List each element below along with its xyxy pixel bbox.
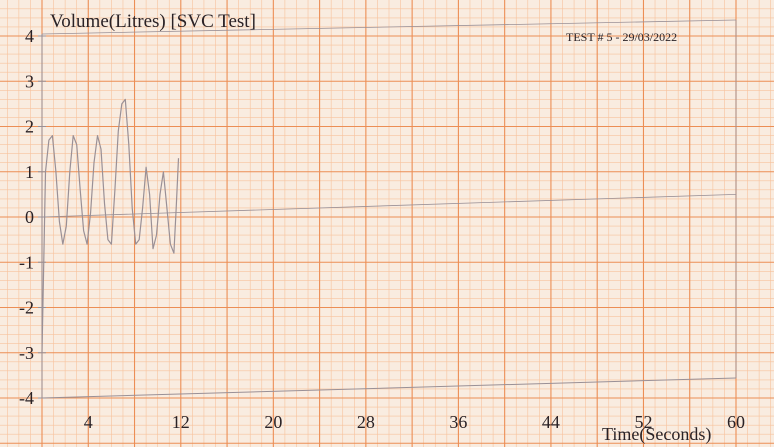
y-tick-label: 4 [25,26,34,46]
baseline-trace [41,193,737,218]
x-tick-label: 20 [264,412,282,432]
volume-trace [41,98,180,353]
y-tick-label: 2 [25,117,34,137]
x-tick-label: 60 [727,412,745,432]
x-axis-line [41,377,737,399]
y-tick-label: -3 [19,343,34,363]
y-tick-label: 3 [25,71,34,91]
x-tick-label: 52 [634,412,652,432]
y-tick-label: 1 [25,162,34,182]
top-frame-line [41,19,737,35]
x-tick-label: 4 [84,412,93,432]
y-tick-labels: 4 3 2 1 0 -1 -2 -3 -4 [19,26,46,408]
x-tick-label: 44 [542,412,560,432]
chart-title: Volume(Litres) [SVC Test] [50,11,256,32]
y-tick-label: -1 [19,252,34,272]
axes [41,19,737,399]
x-tick-label: 12 [172,412,190,432]
y-tick-label: -4 [19,388,34,408]
y-tick-label: -2 [19,298,34,318]
y-tick-label: 0 [25,207,34,227]
x-axis-label: Time(Seconds) [602,424,711,445]
x-tick-labels: 4 12 20 28 36 44 52 60 [84,412,745,432]
test-stamp: TEST # 5 - 29/03/2022 [566,30,677,44]
trace-lines [41,98,180,353]
x-tick-label: 28 [357,412,375,432]
x-tick-label: 36 [449,412,467,432]
